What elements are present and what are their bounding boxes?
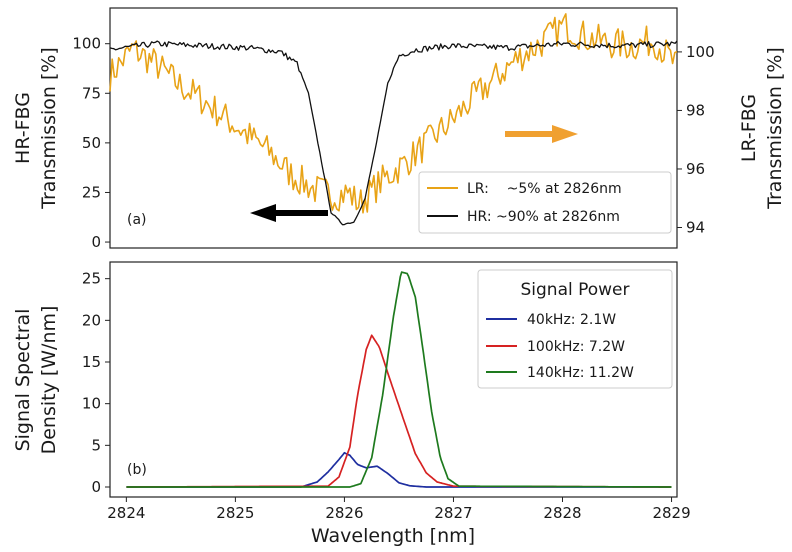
panel-b-ylabel-line1: Signal Spectral [12,309,34,452]
panel-a-y2tick-label: 96 [686,160,705,178]
legend-a-label-hr: HR: ~90% at 2826nm [467,209,620,225]
panel-b-xtick-label: 2824 [107,504,145,522]
legend-b-title: Signal Power [520,280,629,300]
legend-a-label-lr: LR: ~5% at 2826nm [467,181,622,197]
panel-a-ylabel-line2: Transmission [%] [38,47,60,210]
panel-a-y2tick-label: 94 [686,219,705,237]
panel-b-ytick-label: 25 [82,270,101,288]
series-lr [109,13,678,214]
panel-a-y2label-line2: Transmission [%] [764,47,786,210]
panel-b-frame [109,261,678,498]
panel-b-ytick-label: 10 [82,395,101,413]
panel-b-xtick-label: 2826 [325,504,363,522]
series-140khz [126,271,672,488]
panel-a: 0 25 50 75 100 94 96 98 100 (a) LR: ~5% at 2826n… [12,7,786,251]
legend-b-label-140khz: 140kHz: 11.2W [527,365,634,381]
panel-a-y2tick-label: 98 [686,101,705,119]
panel-a-series [109,13,678,226]
series-hr [109,40,678,226]
panel-b-xlabel: Wavelength [nm] [311,525,475,547]
panel-b-xtick-label: 2829 [652,504,690,522]
panel-b-ytick-label: 20 [82,311,101,329]
panel-a-ytick-label: 50 [82,134,101,152]
legend-b-box [477,269,673,389]
panel-a-ticks: 0 25 50 75 100 94 96 98 100 [72,35,714,251]
panel-b-xtick-label: 2828 [543,504,581,522]
panel-b-tag: (b) [127,462,147,478]
legend-b-label-40khz: 40kHz: 2.1W [527,312,616,328]
panel-b-ytick-label: 0 [91,478,101,496]
panel-a-ytick-label: 100 [72,35,101,53]
legend-a: LR: ~5% at 2826nm HR: ~90% at 2826nm [418,171,672,234]
legend-b: Signal Power 40kHz: 2.1W 100kHz: 7.2W 14… [477,269,673,389]
panel-a-y2tick-label: 100 [686,43,715,61]
panel-a-ylabel-line1: HR-FBG [12,92,34,164]
panel-b-xtick-label: 2825 [216,504,254,522]
legend-b-label-100khz: 100kHz: 7.2W [527,339,625,355]
panel-a-tag: (a) [127,212,147,228]
arrow-right-orange [505,125,578,143]
panel-b-ticks: 0 5 10 15 20 25 2824 2825 2826 2827 2828 2829 [82,270,691,522]
panel-a-frame [109,7,678,249]
panel-b-series [126,271,672,488]
series-40khz [126,451,672,488]
panel-a-ytick-label: 25 [82,183,101,201]
panel-b-ytick-label: 5 [91,436,101,454]
arrow-left-black [250,204,328,222]
legend-a-box [418,171,672,234]
panel-a-y2label-line1: LR-FBG [738,94,760,162]
panel-b-xtick-label: 2827 [434,504,472,522]
panel-b: 0 5 10 15 20 25 2824 2825 2826 2827 2828 2829 (b) S… [12,261,691,547]
panel-b-ylabel-line2: Density [W/nm] [38,306,60,455]
panel-b-ytick-label: 15 [82,353,101,371]
panel-a-ytick-label: 0 [91,233,101,251]
panel-a-ytick-label: 75 [82,84,101,102]
